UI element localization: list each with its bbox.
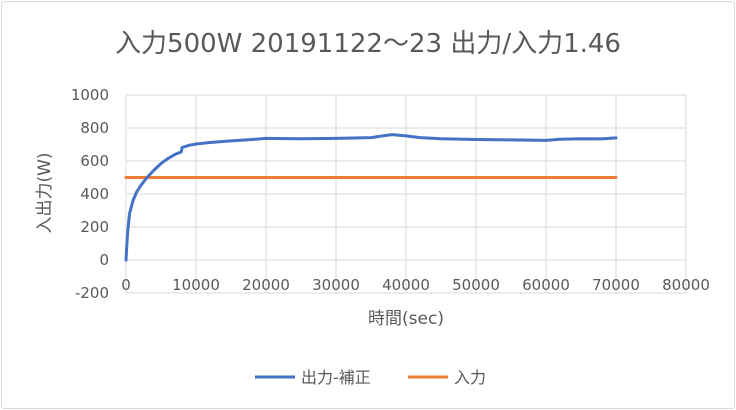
x-tick-label: 20000: [242, 276, 290, 294]
y-tick-label: 0: [99, 251, 109, 269]
y-tick-label: 200: [80, 218, 109, 236]
x-axis-ticks: 0 10000 20000 30000 40000 50000 60000 70000 8000…: [121, 276, 710, 294]
x-tick-label: 60000: [522, 276, 570, 294]
y-axis-ticks: -200 0 200 400 600 800 1000: [71, 86, 109, 302]
x-tick-label: 0: [121, 276, 131, 294]
series-line-0: [124, 133, 618, 262]
x-tick-label: 10000: [172, 276, 220, 294]
legend: 出力-補正 入力: [255, 368, 486, 387]
x-tick-label: 80000: [662, 276, 710, 294]
x-tick-label: 40000: [382, 276, 430, 294]
plot-series: [124, 133, 618, 262]
y-axis-title: 入出力(W): [35, 152, 55, 233]
y-tick-label: 600: [80, 152, 109, 170]
gridlines: [125, 94, 687, 294]
legend-label-1: 入力: [454, 368, 486, 387]
y-tick-label: -200: [75, 284, 109, 302]
y-tick-label: 800: [80, 119, 109, 137]
x-tick-label: 50000: [452, 276, 500, 294]
x-tick-label: 30000: [312, 276, 360, 294]
y-tick-label: 1000: [71, 86, 109, 104]
y-tick-label: 400: [80, 185, 109, 203]
legend-label-0: 出力-補正: [301, 368, 371, 387]
x-tick-label: 70000: [592, 276, 640, 294]
chart-title: 入力500W 20191122～23 出力/入力1.46: [115, 29, 621, 59]
x-axis-title: 時間(sec): [368, 309, 444, 329]
